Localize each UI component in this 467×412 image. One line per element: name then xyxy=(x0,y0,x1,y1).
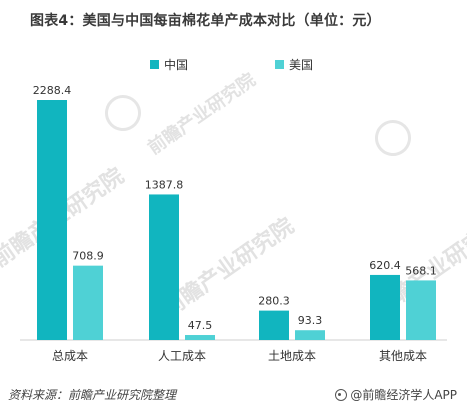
bar-china-other xyxy=(370,274,400,340)
wechat-icon xyxy=(335,388,348,401)
x-tick-label-labor: 人工成本 xyxy=(158,349,206,363)
bar-china-total xyxy=(37,100,67,340)
data-label-china-labor: 1387.8 xyxy=(145,178,184,191)
legend-swatch-china xyxy=(150,60,159,69)
bar-chart: 2288.4 708.9 总成本 1387.8 47.5 人工成本 280.3 93.3 土地成… xyxy=(20,84,447,363)
source-note: 资料来源：前瞻产业研究院整理 xyxy=(8,388,177,402)
data-label-usa-land: 93.3 xyxy=(298,314,323,327)
legend-label-usa: 美国 xyxy=(289,58,314,72)
brand-label: @前瞻经济学人APP xyxy=(350,388,457,402)
x-tick-label-total: 总成本 xyxy=(52,349,88,363)
legend: 中国 美国 xyxy=(0,56,467,74)
data-label-usa-total: 708.9 xyxy=(72,250,104,263)
chart-title: 图表4：美国与中国每亩棉花单产成本对比（单位：元） xyxy=(30,13,381,29)
data-label-china-land: 280.3 xyxy=(258,295,290,308)
bar-china-labor xyxy=(149,194,179,340)
bar-usa-labor xyxy=(185,335,215,340)
bar-usa-total xyxy=(73,265,103,340)
data-label-usa-labor: 47.5 xyxy=(188,319,213,332)
legend-swatch-usa xyxy=(275,60,284,69)
data-label-usa-other: 568.1 xyxy=(405,264,437,277)
legend-item-usa: 美国 xyxy=(275,56,313,73)
x-tick-label-other: 其他成本 xyxy=(379,349,427,363)
brand-credit: @前瞻经济学人APP xyxy=(335,386,457,403)
data-label-china-total: 2288.4 xyxy=(33,84,72,97)
bar-usa-other xyxy=(406,280,436,340)
legend-item-china: 中国 xyxy=(150,56,188,73)
legend-label-china: 中国 xyxy=(164,58,189,72)
bar-china-land xyxy=(259,310,289,340)
data-label-china-other: 620.4 xyxy=(369,259,401,272)
x-tick-label-land: 土地成本 xyxy=(268,349,316,363)
bar-usa-land xyxy=(295,330,325,340)
